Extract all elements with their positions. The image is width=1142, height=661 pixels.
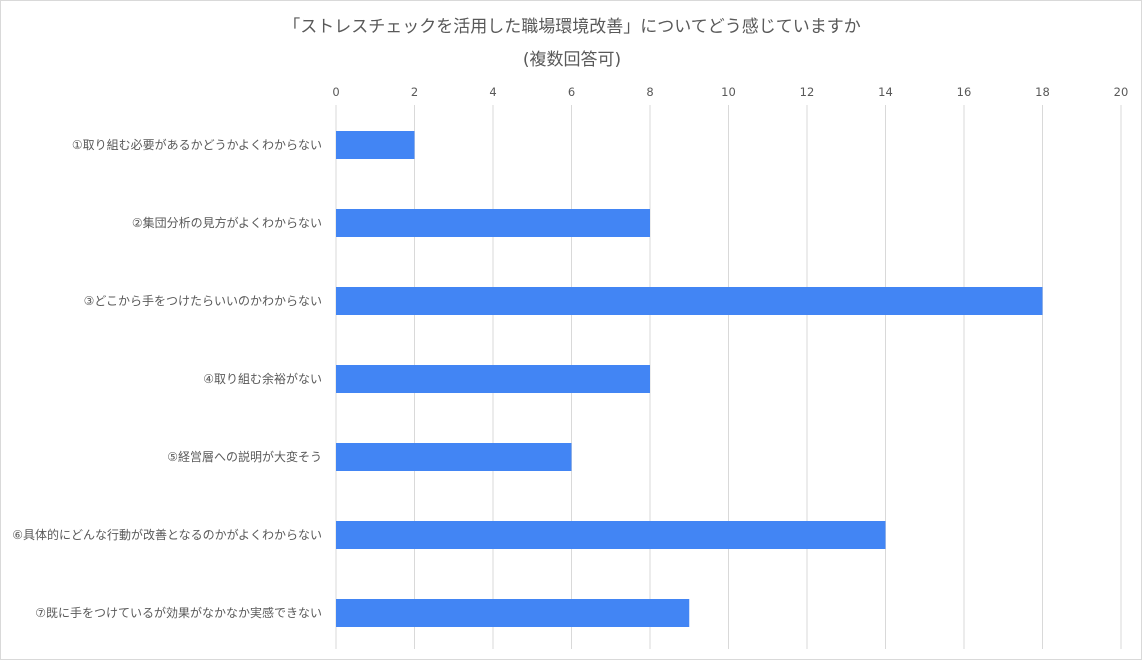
category-label: ④取り組む余裕がない — [203, 371, 322, 386]
x-tick-label: 20 — [1114, 85, 1129, 99]
x-tick-label: 4 — [489, 85, 496, 99]
bar-layer — [336, 131, 1043, 627]
bar — [336, 209, 650, 237]
chart-title-line-1: 「ストレスチェックを活用した職場環境改善」についてどう感じていますか — [283, 17, 861, 37]
bar — [336, 131, 415, 159]
bar — [336, 443, 572, 471]
category-label: ②集団分析の見方がよくわからない — [132, 215, 322, 230]
category-label: ①取り組む必要があるかどうかよくわからない — [72, 137, 322, 152]
x-tick-label: 18 — [1035, 85, 1050, 99]
chart-title-line-2: (複数回答可) — [523, 50, 621, 70]
bar — [336, 599, 690, 627]
category-label: ③どこから手をつけたらいいのかわからない — [84, 294, 322, 308]
x-tick-label: 14 — [878, 85, 893, 99]
category-labels: ①取り組む必要があるかどうかよくわからない ②集団分析の見方がよくわからない ③どこ… — [12, 137, 322, 620]
x-tick-label: 12 — [800, 85, 815, 99]
bar — [336, 365, 650, 393]
bar — [336, 521, 886, 549]
x-axis-ticks: 0 2 4 6 8 10 12 14 16 18 20 — [332, 85, 1128, 99]
x-tick-label: 2 — [411, 85, 418, 99]
category-label: ⑦既に手をつけているが効果がなかなか実感できない — [35, 605, 322, 620]
category-label: ⑥具体的にどんな行動が改善となるのかがよくわからない — [12, 527, 322, 542]
x-tick-label: 0 — [332, 85, 339, 99]
x-tick-label: 10 — [721, 85, 736, 99]
bar — [336, 287, 1043, 315]
x-tick-label: 6 — [568, 85, 575, 99]
x-tick-label: 16 — [957, 85, 972, 99]
x-tick-label: 8 — [646, 85, 653, 99]
category-label: ⑤経営層への説明が大変そう — [167, 449, 322, 464]
